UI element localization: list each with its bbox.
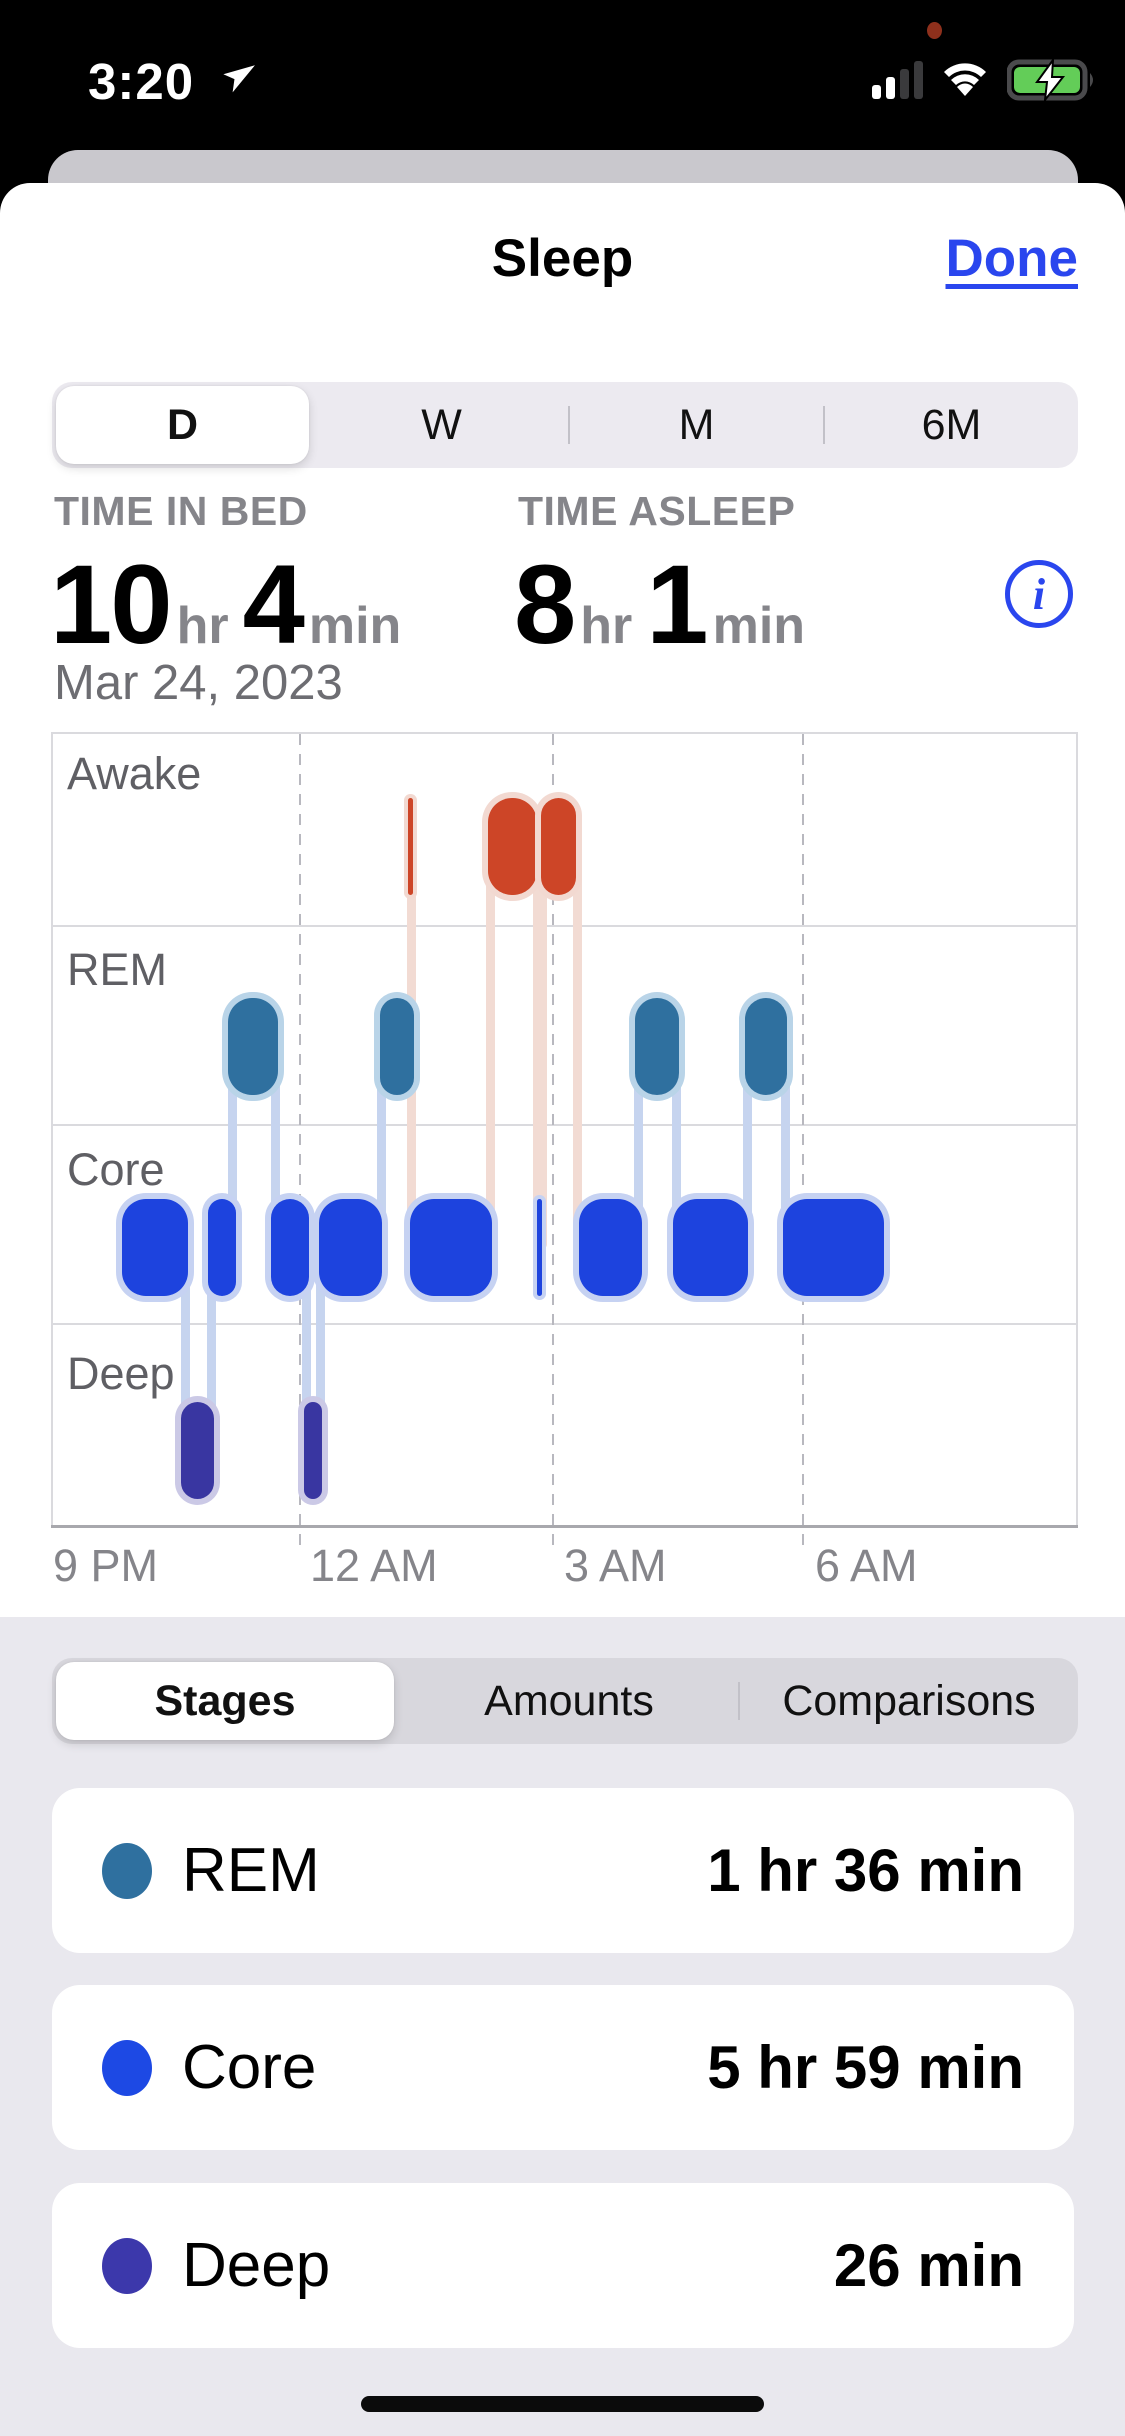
stage-card-value: 5 hr 59 min (707, 2034, 1024, 2101)
page-title: Sleep (491, 229, 634, 288)
stage-connector (207, 1248, 217, 1453)
stage-connector (486, 846, 496, 1249)
status-indicator-dot (927, 22, 942, 39)
tab-stages[interactable]: Stages (56, 1662, 394, 1740)
sleep-segment-rem[interactable] (634, 998, 680, 1095)
stage-connector (316, 1248, 326, 1453)
stage-connector (180, 1248, 190, 1453)
sleep-segment-rem[interactable] (745, 998, 788, 1095)
hours-number: 8 (514, 542, 576, 667)
sleep-segment-core[interactable] (537, 1199, 543, 1296)
date-label: Mar 24, 2023 (54, 656, 343, 710)
sleep-segment-core[interactable] (672, 1199, 749, 1296)
minutes-unit: min (712, 597, 806, 655)
range-option-month[interactable]: M (678, 400, 715, 449)
sleep-segment-core[interactable] (121, 1199, 188, 1296)
sleep-segment-deep[interactable] (304, 1402, 322, 1499)
gridline (552, 734, 555, 1549)
stage-card-value: 26 min (833, 2232, 1024, 2299)
row-label-awake: Awake (67, 748, 202, 800)
home-indicator[interactable] (361, 2396, 764, 2412)
time-asleep-value: 8 hr 1 min (514, 540, 805, 669)
x-tick-label: 9 PM (53, 1540, 159, 1591)
time-asleep-label: TIME ASLEEP (518, 488, 796, 534)
gridline (299, 734, 302, 1549)
minutes-unit: min (308, 597, 402, 655)
minutes-number: 1 (646, 542, 708, 667)
wifi-icon (944, 63, 986, 96)
x-tick-label: 12 AM (310, 1540, 438, 1591)
stage-card-rem[interactable]: REM 1 hr 36 min (52, 1788, 1074, 1953)
stage-card-core[interactable]: Core 5 hr 59 min (52, 1985, 1074, 2150)
minutes-number: 4 (242, 542, 305, 667)
sleep-segment-rem[interactable] (228, 998, 279, 1095)
status-time: 3:20 (88, 53, 195, 110)
battery-charging-icon (1007, 58, 1093, 102)
segment-divider (823, 406, 825, 444)
sleep-segment-core[interactable] (318, 1199, 382, 1296)
x-tick-label: 6 AM (815, 1540, 918, 1591)
done-button[interactable]: Done (945, 229, 1079, 288)
stage-connector (537, 846, 547, 1249)
segment-divider (568, 406, 570, 444)
status-bar: 3:20 (0, 0, 1125, 150)
detail-segmented-control: Stages Amounts Comparisons (52, 1658, 1078, 1744)
range-segmented-control: D W M 6M (52, 382, 1078, 468)
hours-unit: hr (580, 597, 633, 655)
info-icon[interactable]: i (1005, 560, 1073, 628)
hours-unit: hr (176, 597, 229, 655)
stage-connector (672, 1047, 682, 1249)
hours-number: 10 (50, 542, 173, 667)
range-option-week[interactable]: W (421, 400, 462, 449)
tab-amounts[interactable]: Amounts (484, 1676, 654, 1725)
row-label-core: Core (67, 1143, 165, 1195)
deep-color-dot (102, 2237, 152, 2294)
range-option-6month[interactable]: 6M (921, 400, 982, 449)
stage-connector (376, 1047, 386, 1249)
sleep-segment-core[interactable] (783, 1199, 884, 1296)
stage-connector (228, 1047, 238, 1249)
sleep-segment-core[interactable] (208, 1199, 237, 1296)
location-arrow-icon (223, 65, 255, 93)
cellular-signal-icon (872, 61, 923, 99)
segment-divider (738, 1682, 740, 1720)
sleep-segment-deep[interactable] (181, 1402, 215, 1499)
tab-comparisons[interactable]: Comparisons (782, 1676, 1036, 1725)
row-divider (53, 1123, 1076, 1126)
stage-card-label: Deep (182, 2231, 331, 2300)
core-color-dot (102, 2039, 152, 2096)
gridline (802, 734, 805, 1549)
range-option-day[interactable]: D (56, 386, 309, 464)
row-divider (53, 1323, 1076, 1326)
row-label-rem: REM (67, 943, 167, 995)
stage-connector (573, 846, 583, 1249)
sleep-segment-awake[interactable] (541, 798, 576, 895)
stage-card-label: REM (182, 1836, 320, 1905)
time-in-bed-value: 10 hr 4 min (50, 540, 401, 669)
stage-connector (634, 1047, 644, 1249)
sleep-chart-plot[interactable]: Awake REM Core Deep (51, 732, 1078, 1549)
sleep-segment-awake[interactable] (488, 798, 538, 895)
x-axis-line (51, 1525, 1078, 1528)
x-tick-label: 3 AM (564, 1540, 667, 1591)
row-divider (53, 924, 1076, 927)
row-label-deep: Deep (67, 1347, 175, 1399)
stage-card-deep[interactable]: Deep 26 min (52, 2183, 1074, 2348)
stage-connector (781, 1047, 791, 1249)
sleep-segment-core[interactable] (271, 1199, 309, 1296)
stage-card-label: Core (182, 2033, 317, 2102)
sleep-segment-rem[interactable] (379, 998, 414, 1095)
stage-connector (270, 1047, 280, 1249)
sleep-segment-awake[interactable] (407, 798, 413, 895)
time-in-bed-label: TIME IN BED (54, 488, 308, 534)
stage-connector (742, 1047, 752, 1249)
sleep-segment-core[interactable] (578, 1199, 642, 1296)
rem-color-dot (102, 1842, 152, 1899)
stage-connector (302, 1248, 312, 1453)
sleep-segment-core[interactable] (409, 1199, 493, 1296)
stage-card-value: 1 hr 36 min (707, 1837, 1024, 1904)
